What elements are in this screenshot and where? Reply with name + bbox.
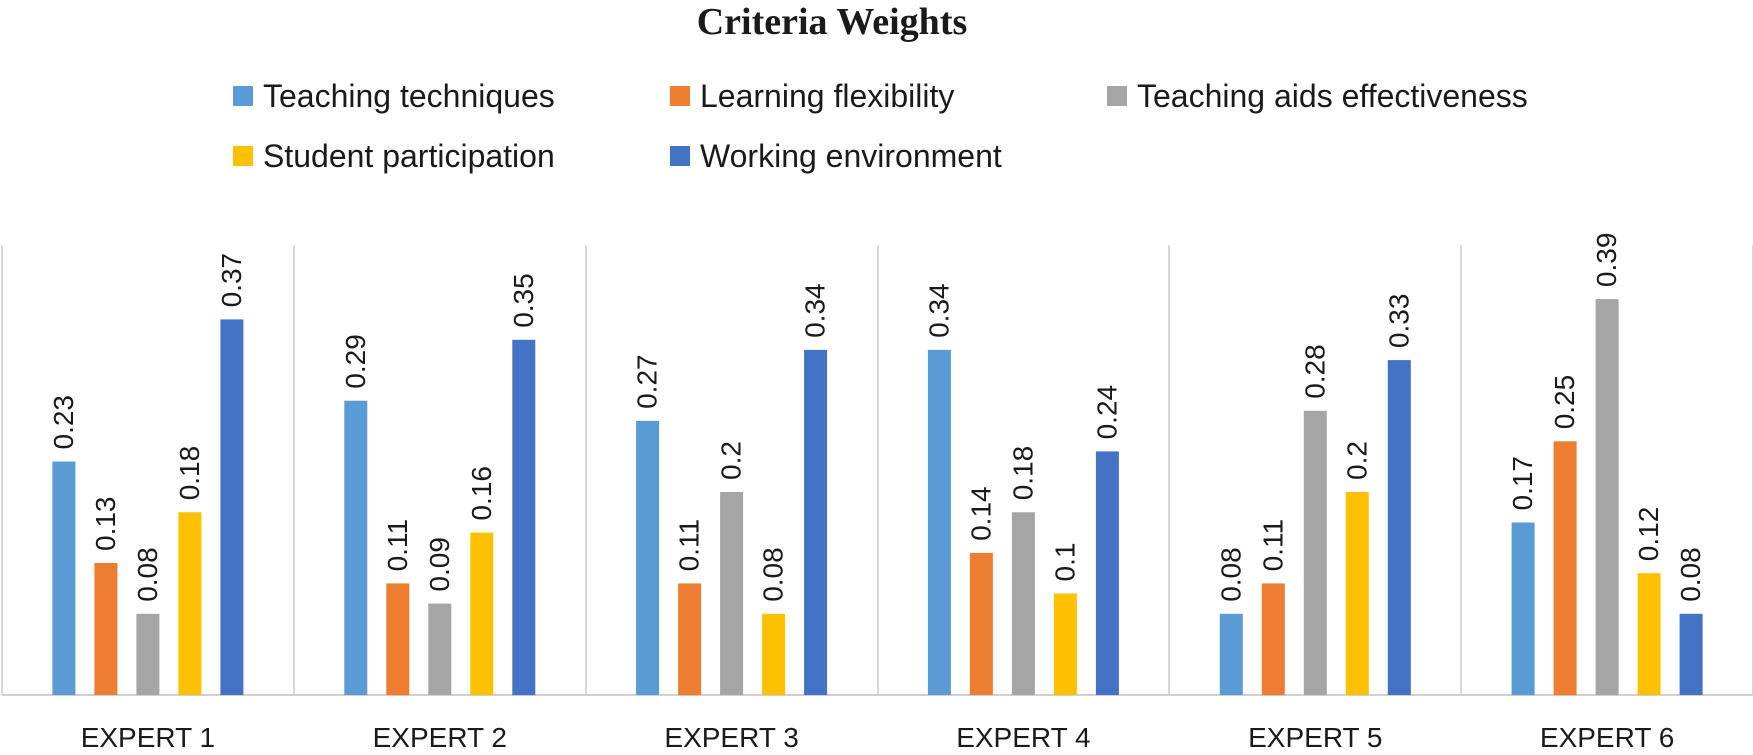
data-label-expert-4-working-environment: 0.24	[1091, 385, 1122, 440]
data-label-expert-5-student-participation: 0.2	[1341, 441, 1372, 480]
legend-swatch-student-participation	[233, 146, 253, 166]
category-label-expert-1: EXPERT 1	[81, 722, 215, 753]
bar-expert-1-working-environment	[220, 319, 244, 695]
legend-swatch-teaching-techniques	[233, 86, 253, 106]
bar-expert-6-working-environment	[1679, 613, 1703, 695]
data-label-expert-5-teaching-aids-effectiveness: 0.28	[1299, 344, 1330, 399]
bar-expert-1-student-participation	[178, 512, 202, 695]
data-label-expert-1-teaching-techniques: 0.23	[48, 395, 79, 450]
data-label-expert-1-learning-flexibility: 0.13	[90, 497, 121, 552]
data-label-expert-3-teaching-techniques: 0.27	[632, 354, 663, 409]
bar-expert-5-teaching-aids-effectiveness	[1303, 410, 1327, 695]
data-label-expert-4-learning-flexibility: 0.14	[965, 486, 996, 541]
data-label-expert-6-student-participation: 0.12	[1633, 507, 1664, 562]
data-label-expert-1-teaching-aids-effectiveness: 0.08	[132, 547, 163, 602]
bar-expert-6-teaching-aids-effectiveness	[1595, 299, 1619, 695]
bar-expert-4-student-participation	[1053, 593, 1077, 695]
bar-expert-1-teaching-aids-effectiveness	[136, 613, 160, 695]
legend-swatch-teaching-aids-effectiveness	[1107, 86, 1127, 106]
data-label-expert-2-learning-flexibility: 0.11	[382, 519, 413, 571]
legend-label-student-participation: Student participation	[263, 138, 555, 174]
bar-expert-2-teaching-aids-effectiveness	[428, 603, 452, 695]
data-label-expert-3-teaching-aids-effectiveness: 0.2	[716, 441, 747, 480]
data-label-expert-3-student-participation: 0.08	[758, 547, 789, 602]
bar-expert-2-working-environment	[512, 339, 536, 696]
bar-expert-3-teaching-aids-effectiveness	[720, 492, 744, 695]
bar-expert-4-working-environment	[1095, 451, 1119, 695]
data-label-expert-4-teaching-aids-effectiveness: 0.18	[1007, 446, 1038, 501]
bar-expert-5-working-environment	[1387, 360, 1411, 695]
bar-expert-6-teaching-techniques	[1511, 522, 1535, 696]
bar-expert-3-learning-flexibility	[678, 583, 702, 696]
data-label-expert-2-working-environment: 0.35	[508, 273, 539, 328]
data-label-expert-5-learning-flexibility: 0.11	[1257, 519, 1288, 571]
chart-legend: Teaching techniques Learning flexibility T…	[233, 78, 1528, 174]
legend-label-teaching-aids-effectiveness: Teaching aids effectiveness	[1137, 78, 1528, 114]
bar-expert-5-learning-flexibility	[1261, 583, 1285, 696]
legend-label-working-environment: Working environment	[700, 138, 1002, 174]
bar-expert-1-teaching-techniques	[52, 461, 76, 695]
bar-expert-4-learning-flexibility	[969, 552, 993, 695]
bar-expert-2-teaching-techniques	[344, 400, 368, 695]
category-label-expert-6: EXPERT 6	[1540, 722, 1674, 753]
chart-title: Criteria Weights	[697, 1, 968, 43]
legend-label-learning-flexibility: Learning flexibility	[700, 78, 954, 114]
data-label-expert-2-student-participation: 0.16	[466, 466, 497, 521]
data-label-expert-3-working-environment: 0.34	[800, 283, 831, 338]
data-label-expert-6-teaching-aids-effectiveness: 0.39	[1591, 233, 1622, 288]
bar-expert-6-learning-flexibility	[1553, 441, 1577, 696]
category-label-expert-5: EXPERT 5	[1248, 722, 1382, 753]
bar-expert-5-teaching-techniques	[1219, 613, 1243, 695]
data-label-expert-5-working-environment: 0.33	[1383, 294, 1414, 349]
data-label-expert-6-teaching-techniques: 0.17	[1507, 456, 1538, 511]
category-label-expert-2: EXPERT 2	[373, 722, 507, 753]
plot-area: 0.23 0.13 0.08 0.18 0.37 EXPERT 1 0.29 0.11 0.09…	[1, 233, 1753, 753]
bar-expert-1-learning-flexibility	[94, 563, 118, 695]
data-label-expert-1-working-environment: 0.37	[216, 253, 247, 308]
bar-expert-5-student-participation	[1345, 492, 1369, 695]
bar-expert-4-teaching-techniques	[927, 349, 951, 695]
data-label-expert-3-learning-flexibility: 0.11	[674, 519, 705, 571]
data-label-expert-6-learning-flexibility: 0.25	[1549, 375, 1580, 430]
data-label-expert-5-teaching-techniques: 0.08	[1215, 547, 1246, 602]
data-label-expert-4-student-participation: 0.1	[1049, 543, 1080, 582]
bar-expert-4-teaching-aids-effectiveness	[1011, 512, 1035, 695]
data-label-expert-2-teaching-aids-effectiveness: 0.09	[424, 537, 455, 592]
category-label-expert-4: EXPERT 4	[956, 722, 1090, 753]
bar-expert-3-working-environment	[804, 349, 828, 695]
data-label-expert-1-student-participation: 0.18	[174, 446, 205, 501]
data-label-expert-6-working-environment: 0.08	[1675, 547, 1706, 602]
category-label-expert-3: EXPERT 3	[664, 722, 798, 753]
bar-expert-2-learning-flexibility	[386, 583, 410, 696]
legend-swatch-learning-flexibility	[670, 86, 690, 106]
data-label-expert-4-teaching-techniques: 0.34	[923, 283, 954, 338]
bar-expert-3-teaching-techniques	[636, 420, 660, 695]
legend-label-teaching-techniques: Teaching techniques	[263, 78, 555, 114]
bar-expert-6-student-participation	[1637, 573, 1661, 695]
legend-swatch-working-environment	[670, 146, 690, 166]
bar-expert-2-student-participation	[470, 532, 494, 695]
bar-expert-3-student-participation	[762, 613, 786, 695]
data-label-expert-2-teaching-techniques: 0.29	[340, 334, 371, 389]
